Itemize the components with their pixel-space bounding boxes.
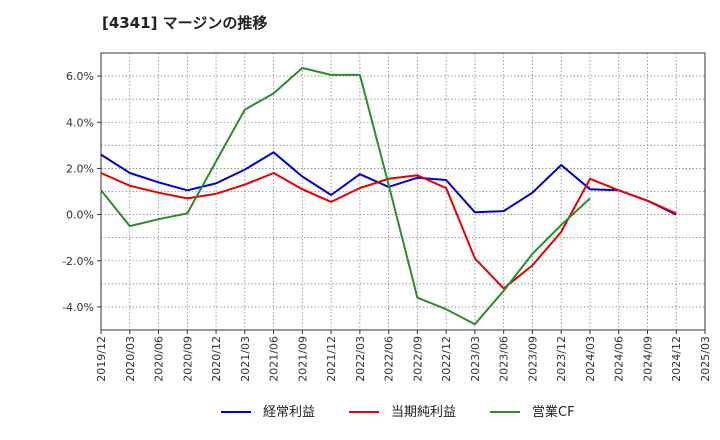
x-axis-ticks: 2019/12 2020/03 2020/06 2020/09 2020/12 2021/… bbox=[95, 330, 712, 382]
x-tick-label: 2023/09 bbox=[526, 336, 539, 382]
x-tick-label: 2024/12 bbox=[670, 336, 683, 382]
x-tick-label: 2021/12 bbox=[325, 336, 338, 382]
x-tick-label: 2025/03 bbox=[699, 336, 712, 382]
x-tick-label: 2024/06 bbox=[613, 336, 626, 382]
legend-label-3: 営業CF bbox=[532, 404, 575, 420]
legend-label-2: 当期純利益 bbox=[391, 405, 456, 420]
chart-title: [4341] マージンの推移 bbox=[102, 14, 268, 32]
y-tick-label: -2.0% bbox=[62, 255, 94, 268]
y-tick-label: 4.0% bbox=[66, 116, 94, 129]
x-tick-label: 2024/09 bbox=[641, 336, 654, 382]
y-axis-ticks: -4.0% -2.0% 0.0% 2.0% 4.0% 6.0% bbox=[62, 70, 101, 314]
series-lines bbox=[100, 67, 677, 326]
x-tick-label: 2020/03 bbox=[124, 336, 137, 382]
y-tick-label: 6.0% bbox=[66, 70, 94, 83]
x-tick-label: 2023/03 bbox=[469, 336, 482, 382]
x-tick-label: 2021/09 bbox=[296, 336, 309, 382]
x-tick-label: 2020/12 bbox=[210, 336, 223, 382]
x-tick-label: 2021/06 bbox=[268, 336, 281, 382]
x-tick-label: 2019/12 bbox=[95, 336, 108, 382]
y-tick-label: -4.0% bbox=[62, 301, 94, 314]
x-tick-label: 2022/12 bbox=[440, 336, 453, 382]
x-tick-label: 2020/06 bbox=[153, 336, 166, 382]
x-tick-label: 2020/09 bbox=[181, 336, 194, 382]
y-tick-label: 2.0% bbox=[66, 162, 94, 175]
legend: 経常利益 当期純利益 営業CF bbox=[221, 404, 575, 420]
series-line-3 bbox=[100, 67, 591, 326]
legend-label-1: 経常利益 bbox=[263, 405, 315, 420]
x-tick-label: 2024/03 bbox=[584, 336, 597, 382]
x-tick-label: 2023/06 bbox=[498, 336, 511, 382]
x-tick-label: 2022/03 bbox=[354, 336, 367, 382]
x-tick-label: 2022/06 bbox=[383, 336, 396, 382]
grid-lines bbox=[101, 53, 705, 330]
x-tick-label: 2023/12 bbox=[555, 336, 568, 382]
x-tick-label: 2021/03 bbox=[239, 336, 252, 382]
x-tick-label: 2022/09 bbox=[411, 336, 424, 382]
y-tick-label: 0.0% bbox=[66, 209, 94, 222]
